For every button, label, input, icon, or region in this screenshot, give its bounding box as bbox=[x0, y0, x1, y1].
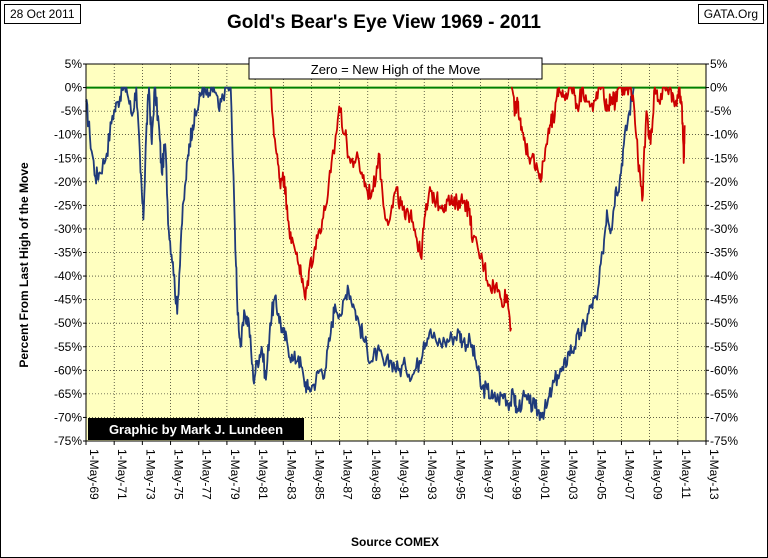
x-tick-label: 1-May-91 bbox=[397, 449, 411, 500]
y-axis-right-ticks: 5% 0% -5% -10% -15% -20% -25% -30% -35% -40% -45% -… bbox=[706, 57, 738, 448]
x-tick-label: 1-May-01 bbox=[538, 449, 552, 500]
y-tick-label-left: -35% bbox=[54, 246, 82, 260]
y-tick-label-left: 0% bbox=[65, 81, 83, 95]
credit-text: Graphic by Mark J. Lundeen bbox=[109, 422, 283, 437]
x-tick-label: 1-May-95 bbox=[453, 449, 467, 500]
y-tick-label-right: 5% bbox=[710, 57, 728, 71]
y-tick-label-left: -65% bbox=[54, 387, 82, 401]
y-tick-label-right: -30% bbox=[710, 222, 738, 236]
y-tick-label-left: 5% bbox=[65, 57, 83, 71]
date-label: 28 Oct 2011 bbox=[4, 4, 81, 24]
series-line-3 bbox=[510, 86, 686, 202]
y-tick-label-left: -15% bbox=[54, 151, 82, 165]
y-tick-label-right: -10% bbox=[710, 128, 738, 142]
x-tick-label: 1-May-77 bbox=[200, 449, 214, 500]
y-axis-label: Percent From Last High of the Move bbox=[17, 162, 31, 368]
y-tick-label-left: -70% bbox=[54, 410, 82, 424]
x-tick-label: 1-May-79 bbox=[228, 449, 242, 500]
x-tick-label: 1-May-99 bbox=[510, 449, 524, 500]
y-tick-label-right: -45% bbox=[710, 293, 738, 307]
x-tick-label: 1-May-97 bbox=[482, 449, 496, 500]
y-axis-left-ticks: 5% 0% -5% -10% -15% -20% -25% -30% -35% -40% -45% -… bbox=[54, 57, 86, 448]
y-tick-label-right: -40% bbox=[710, 269, 738, 283]
x-tick-label: 1-May-73 bbox=[143, 449, 157, 500]
y-tick-label-left: -50% bbox=[54, 316, 82, 330]
y-tick-label-left: -55% bbox=[54, 340, 82, 354]
y-tick-label-left: -60% bbox=[54, 363, 82, 377]
y-tick-label-right: -65% bbox=[710, 387, 738, 401]
y-tick-label-left: -20% bbox=[54, 175, 82, 189]
x-tick-label: 1-May-09 bbox=[651, 449, 665, 500]
series-lines bbox=[85, 86, 686, 421]
x-axis-ticks: 1-May-69 1-May-71 1-May-73 1-May-75 1-May-77… bbox=[85, 441, 721, 500]
y-tick-label-right: -75% bbox=[710, 434, 738, 448]
y-tick-label-right: 0% bbox=[710, 81, 728, 95]
chart-title: Gold's Bear's Eye View 1969 - 2011 bbox=[227, 12, 541, 33]
x-tick-label: 1-May-93 bbox=[425, 449, 439, 500]
y-tick-label-right: -50% bbox=[710, 316, 738, 330]
y-tick-label-right: -70% bbox=[710, 410, 738, 424]
y-tick-label-left: -75% bbox=[54, 434, 82, 448]
x-tick-label: 1-May-83 bbox=[284, 449, 298, 500]
y-tick-label-right: -25% bbox=[710, 198, 738, 212]
series-line-2 bbox=[269, 87, 512, 332]
y-tick-label-left: -10% bbox=[54, 128, 82, 142]
y-tick-label-right: -60% bbox=[710, 363, 738, 377]
x-axis-label: Source COMEX bbox=[351, 535, 439, 549]
y-tick-label-left: -30% bbox=[54, 222, 82, 236]
y-tick-label-left: -5% bbox=[61, 104, 83, 118]
x-tick-label: 1-May-11 bbox=[679, 449, 693, 499]
x-tick-label: 1-May-75 bbox=[172, 449, 186, 500]
y-tick-label-right: -5% bbox=[710, 104, 732, 118]
annotation-text: Zero = New High of the Move bbox=[311, 62, 480, 77]
series-line-1 bbox=[85, 86, 635, 421]
y-tick-label-right: -35% bbox=[710, 246, 738, 260]
y-tick-label-left: -45% bbox=[54, 293, 82, 307]
x-tick-label: 1-May-81 bbox=[256, 449, 270, 500]
source-tag: GATA.Org bbox=[697, 4, 764, 24]
y-tick-label-left: -25% bbox=[54, 198, 82, 212]
y-tick-label-right: -15% bbox=[710, 151, 738, 165]
y-tick-label-left: -40% bbox=[54, 269, 82, 283]
x-tick-label: 1-May-71 bbox=[115, 449, 129, 500]
x-tick-label: 1-May-13 bbox=[707, 449, 721, 500]
y-tick-label-right: -55% bbox=[710, 340, 738, 354]
x-tick-label: 1-May-89 bbox=[369, 449, 383, 500]
x-tick-label: 1-May-69 bbox=[87, 449, 101, 500]
credit-box bbox=[88, 418, 304, 440]
x-tick-label: 1-May-03 bbox=[566, 449, 580, 500]
x-tick-label: 1-May-85 bbox=[312, 449, 326, 500]
annotation-box bbox=[248, 57, 543, 80]
x-tick-label: 1-May-05 bbox=[594, 449, 608, 500]
x-tick-label: 1-May-07 bbox=[622, 449, 636, 500]
y-tick-label-right: -20% bbox=[710, 175, 738, 189]
x-tick-label: 1-May-87 bbox=[341, 449, 355, 500]
